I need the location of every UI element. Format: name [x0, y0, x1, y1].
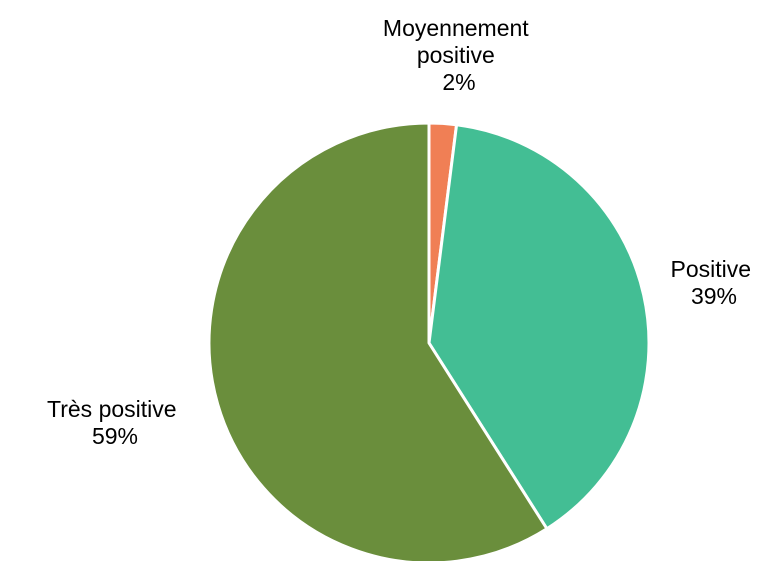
slice-label-line: positive	[417, 42, 495, 68]
pie-slice-tres-positive	[207, 121, 549, 561]
slice-label-line: Moyennement	[383, 15, 529, 41]
slice-label-line: Très positive	[47, 396, 177, 422]
pie-slices	[207, 121, 651, 561]
slice-percent-label: 59%	[92, 423, 138, 449]
slice-label-line: Positive	[671, 256, 752, 282]
pie-labels: Moyennement positive 2% Positive 39% Trè…	[47, 15, 758, 449]
slice-label-tres-positive: Très positive 59%	[47, 396, 183, 449]
slice-label-positive: Positive 39%	[671, 256, 758, 309]
slice-label-moyennement-positive: Moyennement positive 2%	[383, 15, 535, 95]
slice-percent-label: 2%	[442, 69, 475, 95]
slice-percent-label: 39%	[691, 283, 737, 309]
